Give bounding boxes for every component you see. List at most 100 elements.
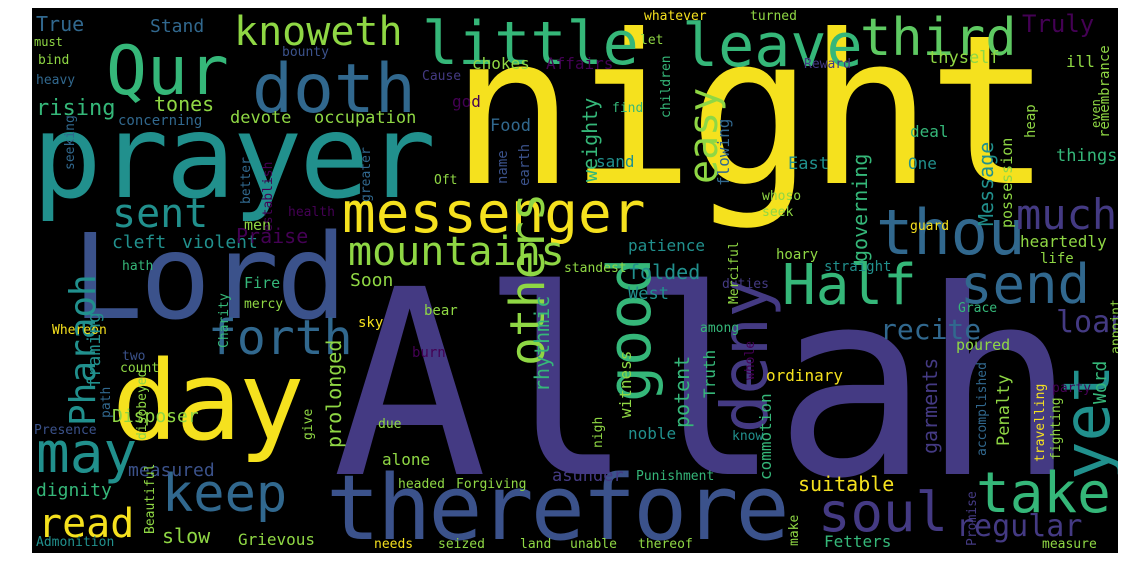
word-name: name [495,150,511,184]
word-word: Word [1090,360,1111,404]
word-noble: noble [628,424,677,443]
word-whoso: whoso [762,189,802,204]
word-prolonged: prolonged [322,339,346,448]
word-promise: Promise [965,491,980,546]
word-heavy: heavy [36,73,76,88]
word-better: better [239,157,254,204]
word-must: must [34,35,63,49]
word-messenger: messenger [342,181,646,246]
word-stand: Stand [150,16,205,37]
word-beautiful: Beautiful [143,463,158,534]
word-turned: turned [750,9,797,24]
word-among: among [700,321,740,336]
word-measured: measured [128,460,215,481]
word-whereon: Whereon [52,323,107,338]
word-life: life [1040,251,1074,267]
word-hath: hath [122,259,154,274]
word-qur: Qur [106,32,229,111]
word-one: One [908,154,937,173]
word-nigh: nigh [591,416,606,448]
word-party: party [1052,381,1092,396]
word-folded: folded [628,260,701,284]
word-affairs: Affairs [546,54,614,73]
word-therefore: therefore [326,456,790,554]
word-hoary: hoary [776,247,819,263]
word-mercy: mercy [244,297,284,312]
word-governing: governing [848,153,872,262]
word-keep: keep [162,464,288,524]
word-little: little [422,9,639,79]
word-possession: possession [998,137,1016,228]
word-seeking: seeking [63,115,78,170]
word-standest: standest [564,261,627,276]
word-soul: soul [818,481,949,544]
word-count: count [120,361,160,376]
word-day: day [112,337,305,465]
word-alone: alone [382,450,431,469]
word-establish: establish [261,161,276,232]
word-whole: whole [743,340,758,380]
word-prayer: prayer [32,90,436,225]
word-mountains: mountains [348,229,565,275]
word-poured: poured [956,336,1011,354]
word-praise: Praise [236,224,309,248]
word-lord: Lord [72,208,347,346]
word-burn: burn [412,345,446,361]
word-read: read [38,501,135,547]
word-suitable: suitable [798,472,895,496]
word-fire: Fire [244,274,281,292]
word-asunder: asunder [552,466,624,486]
word-accomplished: accomplished [975,362,990,456]
word-deal: deal [910,122,949,141]
word-due: due [378,417,402,432]
word-greater: greater [359,147,374,202]
word-fighting: fighting [1049,397,1064,460]
word-measure: measure [1042,537,1097,552]
word-witness: witness [616,350,635,418]
word-west: West [628,284,669,304]
word-reward: Reward [804,57,851,72]
word-fetters: Fetters [824,532,892,551]
word-penalty: Penalty [994,374,1014,446]
word-god: god [452,92,481,111]
word-message: Message [974,141,998,226]
word-framing: framing [84,312,105,388]
word-doth: doth [252,50,416,129]
word-truth: Truth [700,349,719,398]
word-much: much [1016,190,1118,239]
word-loan: loan [1056,305,1118,340]
word-travelling: travelling [1033,383,1048,462]
word-leave: leave [682,11,863,81]
word-bind: bind [38,53,70,68]
word-food: Food [490,116,531,136]
word-garments: garments [918,357,942,454]
word-things: things [1056,146,1118,166]
word-know: know [732,429,764,444]
word-oft: Oft [434,173,458,188]
word-knoweth: knoweth [234,9,403,55]
word-potent: potent [670,355,694,428]
word-admonition: Admonition [36,535,115,550]
word-occupation: occupation [314,108,417,128]
word-commotion: commotion [756,393,775,480]
word-sky: sky [358,315,384,331]
word-thereof: thereof [638,537,693,552]
word-charity: Charity [217,293,232,348]
word-bounty: bounty [282,45,329,60]
word-forth: forth [208,310,353,366]
word-third: third [860,8,1017,68]
word-men: men [244,216,272,234]
word-half: Half [782,253,917,318]
word-take: take [976,461,1111,526]
word-cleft: cleft [112,232,167,253]
word-regular: regular [956,509,1083,544]
word-grievous: Grievous [238,530,316,549]
word-soon: Soon [350,270,394,291]
word-sand: sand [596,152,635,171]
word-headed: headed [398,477,445,492]
word-violent: violent [182,232,258,253]
word-ill: ill [1066,52,1095,71]
word-ordinary: ordinary [766,366,844,385]
word-whatever: whatever [644,9,707,24]
word-patience: patience [628,236,706,255]
